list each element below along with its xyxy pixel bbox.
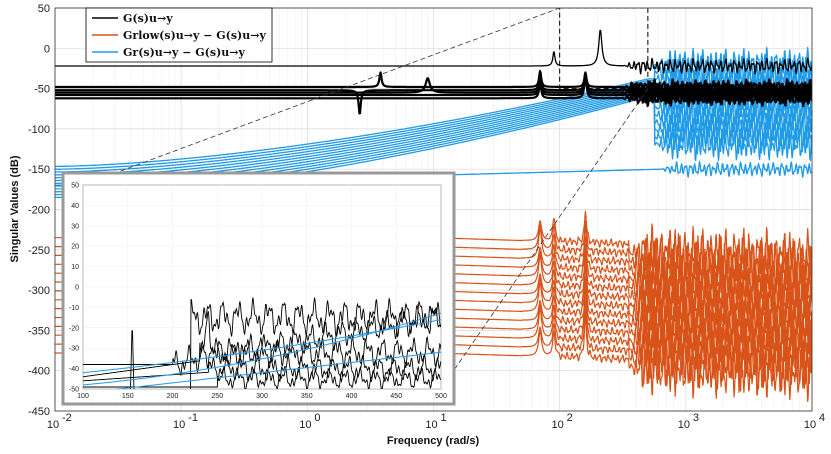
- inset-y-tick-label: 40: [71, 203, 79, 210]
- series-reduced-error: [55, 78, 812, 168]
- x-tick-exponent: -1: [188, 412, 198, 424]
- inset-y-tick-label: 30: [71, 223, 79, 230]
- y-tick-label: -350: [28, 325, 50, 337]
- zoom-region-box: [559, 8, 649, 90]
- zoom-connector: [440, 88, 649, 390]
- legend-label-system: G(s)u→y: [123, 12, 173, 25]
- inset-system-curve: [129, 297, 441, 389]
- y-tick-label: 0: [44, 43, 50, 55]
- x-tick-exponent: 2: [567, 412, 573, 424]
- inset-x-tick-label: 200: [167, 393, 179, 400]
- legend-label-reduced: Gr(s)u→y − G(s)u→y: [123, 46, 245, 59]
- x-tick-exponent: -2: [62, 412, 72, 424]
- inset-system-curve: [83, 336, 441, 378]
- inset-system-curve: [83, 365, 441, 389]
- y-tick-label: -100: [28, 124, 50, 136]
- series-system: [55, 29, 812, 75]
- x-tick-label: 10: [173, 419, 185, 431]
- inset-x-tick-label: 350: [301, 393, 313, 400]
- y-tick-label: -450: [28, 406, 50, 418]
- legend: G(s)u→y Grlow(s)u→y − G(s)u→y Gr(s)u→y −…: [85, 7, 273, 63]
- y-tick-label: -300: [28, 285, 50, 297]
- inset-y-tick-label: 20: [71, 244, 79, 251]
- inset-y-tick-label: -30: [69, 346, 79, 353]
- y-tick-label: -250: [28, 245, 50, 257]
- inset-y-tick-label: 0: [75, 285, 79, 292]
- inset-y-tick-label: -40: [69, 366, 79, 373]
- x-tick-label: 10: [425, 419, 437, 431]
- series-reduced-error: [55, 84, 812, 179]
- y-tick-label: -50: [34, 84, 50, 96]
- y-tick-label: -400: [28, 366, 50, 378]
- axes: 500-50-100-150-200-250-300-350-400-45010…: [28, 3, 825, 431]
- y-tick-label: -150: [28, 164, 50, 176]
- x-tick-exponent: 3: [693, 412, 699, 424]
- inset-y-tick-label: -20: [69, 325, 79, 332]
- series-system: [55, 72, 812, 102]
- inset-y-tick-label: 10: [71, 264, 79, 271]
- x-tick-label: 10: [678, 419, 690, 431]
- x-tick-label: 10: [552, 419, 564, 431]
- inset-x-tick-label: 250: [211, 393, 223, 400]
- inset-reduced-error-curve: [113, 351, 441, 389]
- series-system: [55, 72, 812, 104]
- zoom-connector-lines: [82, 7, 649, 390]
- legend-label-low-order: Grlow(s)u→y − G(s)u→y: [123, 29, 266, 42]
- x-tick-exponent: 4: [819, 412, 825, 424]
- inset-x-tick-label: 400: [346, 393, 358, 400]
- inset-y-tick-label: 50: [71, 183, 79, 190]
- inset-system-curve: [83, 353, 441, 384]
- zoom-connector: [82, 7, 560, 186]
- x-tick-label: 10: [47, 419, 59, 431]
- inset-x-tick-label: 450: [390, 393, 402, 400]
- inset-y-tick-label: -10: [69, 305, 79, 312]
- y-tick-label: 50: [38, 3, 50, 15]
- x-tick-exponent: 1: [441, 412, 447, 424]
- plot-frame: [54, 7, 813, 412]
- x-tick-label: 10: [299, 419, 311, 431]
- series-reduced-error: [55, 79, 812, 170]
- x-tick-label: 10: [804, 419, 816, 431]
- x-tick-exponent: 0: [314, 412, 320, 424]
- y-axis-label: Singular Values (dB): [9, 155, 21, 262]
- x-axis-label: Frequency (rad/s): [387, 435, 480, 447]
- y-tick-label: -200: [28, 205, 50, 217]
- inset-x-tick-label: 500: [435, 393, 447, 400]
- inset-x-tick-label: 100: [77, 393, 89, 400]
- inset-y-tick-label: -50: [69, 387, 79, 394]
- series-system: [55, 72, 812, 108]
- inset-reduced-error-curve: [83, 312, 441, 386]
- inset-x-tick-label: 300: [256, 393, 268, 400]
- inset-x-tick-label: 150: [122, 393, 134, 400]
- inset-lines: [83, 297, 441, 389]
